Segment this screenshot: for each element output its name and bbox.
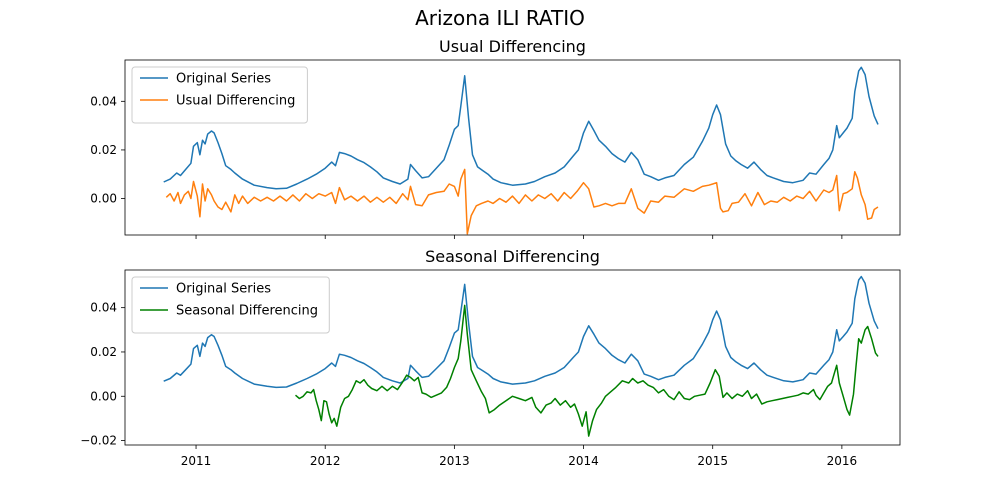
- x-tick-label: 2015: [697, 454, 728, 468]
- plot-panel-2: Seasonal Differencing −0.02 0.00 0.02 0.04 20…: [80, 247, 901, 468]
- legend-label: Original Series: [176, 72, 271, 87]
- panel-title: Seasonal Differencing: [425, 247, 600, 266]
- axes-frame: [124, 59, 901, 236]
- figure-title: Arizona ILI RATIO: [415, 6, 585, 30]
- series-line-original-series: [163, 275, 879, 389]
- legend: Original Series Seasonal Differencing: [131, 276, 330, 334]
- x-tick-label: 2016: [827, 454, 858, 468]
- series-line-seasonal-differencing: [295, 304, 879, 437]
- plot-panel-1: Usual Differencing 0.00 0.02 0.04 Original S…: [90, 37, 901, 239]
- x-tick-label: 2014: [568, 454, 599, 468]
- series-line-usual-differencing: [165, 168, 879, 235]
- y-tick-label: −0.02: [80, 434, 117, 448]
- x-tick-label: 2013: [439, 454, 470, 468]
- legend-box: [131, 276, 330, 334]
- legend-label: Seasonal Differencing: [176, 304, 318, 319]
- axes-frame: [124, 269, 901, 446]
- panel-title: Usual Differencing: [439, 37, 586, 56]
- y-tick-label: 0.02: [90, 345, 117, 359]
- x-tick-label: 2012: [310, 454, 341, 468]
- legend-box: [131, 66, 308, 124]
- y-tick-label: 0.02: [90, 143, 117, 157]
- legend-label: Usual Differencing: [176, 94, 295, 109]
- y-tick-label: 0.04: [90, 301, 117, 315]
- y-tick-label: 0.00: [90, 192, 117, 206]
- y-tick-label: 0.00: [90, 389, 117, 403]
- legend-label: Original Series: [176, 282, 271, 297]
- y-tick-label: 0.04: [90, 94, 117, 108]
- x-tick-label: 2011: [181, 454, 212, 468]
- series-line-original-series: [163, 66, 879, 190]
- legend: Original Series Usual Differencing: [131, 66, 308, 124]
